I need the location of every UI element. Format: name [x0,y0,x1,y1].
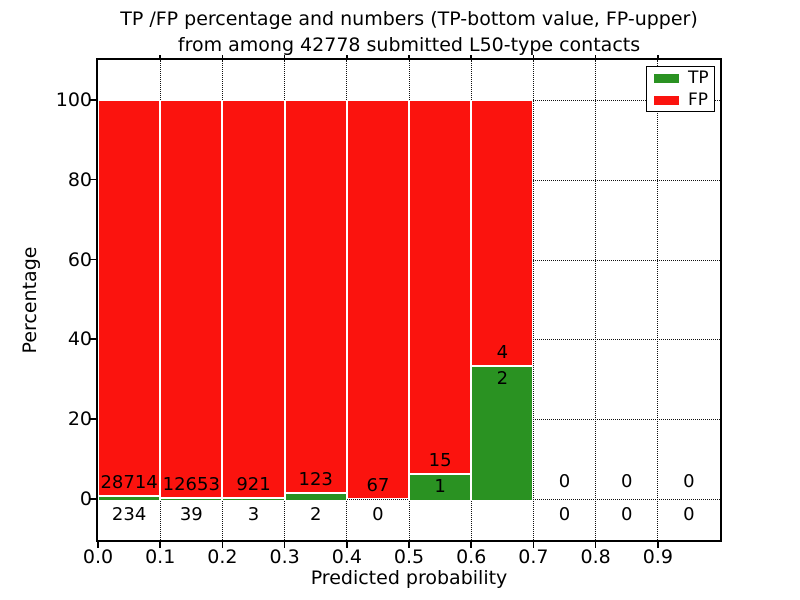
y-tick-label: 0 [79,488,92,510]
gridline-vertical [595,60,597,540]
bar-fp-segment [284,100,347,493]
x-tick-mark [470,540,472,548]
gridline-vertical [532,60,534,540]
x-axis-label: Predicted probability [310,567,508,589]
y-tick-mark [90,99,98,101]
fp-count-label: 0 [620,471,633,492]
y-tick-label: 40 [67,328,92,351]
tp-count-label: 0 [372,504,384,525]
legend-label-fp: FP [688,89,709,110]
x-tick-mark-top [408,55,410,60]
x-tick-label: 0.7 [518,546,549,568]
y-tick-mark [90,258,98,261]
bar-tp-segment [471,366,534,500]
bar-tp-segment [98,495,161,500]
x-tick-mark [97,540,99,548]
x-tick-mark [532,540,535,548]
fp-count-label: 67 [366,475,390,496]
x-tick-mark [346,540,348,548]
x-tick-label: 0.8 [580,546,611,568]
bar-fp-segment [409,100,472,475]
y-tick-mark [90,178,98,181]
x-tick-mark-top [470,55,472,60]
bar-fp-segment [346,100,409,499]
y-tick-label: 60 [67,248,92,271]
tp-count-label: 0 [683,504,695,525]
y-tick-mark [90,338,98,340]
bar-tp-segment [284,492,347,500]
y-tick-label: 80 [67,168,92,191]
x-tick-mark-top [221,55,224,60]
x-tick-mark-top [159,55,161,60]
tp-count-label: 1 [434,476,446,498]
legend-item-fp: FP [654,89,714,110]
tp-count-label: 3 [247,504,260,525]
fp-count-label: 15 [428,450,452,472]
chart-title-line2: from among 42778 submitted L50-type cont… [177,34,641,56]
bar-tp-segment [409,474,472,500]
bar-fp-segment [471,100,534,366]
fp-count-label: 0 [683,471,695,492]
y-tick-label: 100 [55,89,92,111]
x-tick-label: 0.4 [331,546,362,568]
fp-count-label: 4 [496,342,509,363]
bar-fp-segment [222,100,285,498]
tp-count-label: 2 [309,504,322,525]
chart-title-line1: TP /FP percentage and numbers (TP-bottom… [120,8,698,30]
plot-area: TP FP 28714 234 12653 39 921 3 123 2 67 0 15 1 4 2 0 0 0… [96,58,722,542]
x-tick-label: 0.2 [207,546,238,568]
x-tick-mark-top [283,55,286,60]
x-tick-mark-top [346,55,348,60]
chart-title: TP /FP percentage and numbers (TP-bottom… [98,6,720,58]
x-tick-mark [221,540,224,548]
x-tick-label: 0.9 [642,546,673,568]
y-tick-mark [90,418,98,420]
x-tick-mark-top [594,55,597,60]
x-tick-label: 0.0 [82,546,114,568]
tp-count-label: 39 [179,504,203,525]
tp-count-label: 2 [496,368,509,389]
bar-tp-segment [222,497,285,500]
fp-count-label: 12653 [162,473,220,495]
x-tick-mark [159,540,161,548]
x-tick-mark [594,540,597,548]
fp-count-label: 0 [558,471,571,492]
legend-label-tp: TP [688,67,709,88]
tp-count-label: 0 [558,504,571,525]
bar-fp-segment [98,100,161,496]
bar-fp-segment [160,100,223,498]
x-tick-mark-top [532,55,535,60]
y-tick-label: 20 [67,408,92,431]
bar-tp-segment [160,497,223,500]
legend: TP FP [646,66,715,112]
fp-swatch [654,95,679,105]
x-tick-mark-top [657,55,659,60]
x-tick-label: 0.1 [145,546,176,568]
x-tick-mark [408,540,410,548]
legend-item-tp: TP [654,67,714,88]
fp-count-label: 28714 [100,471,158,493]
x-tick-mark [283,540,286,548]
x-tick-label: 0.6 [456,546,487,568]
gridline-vertical [657,60,659,540]
x-tick-mark [657,540,659,548]
fp-count-label: 921 [236,473,271,495]
tp-swatch [654,73,679,83]
y-tick-mark [90,498,98,500]
tp-count-label: 0 [620,504,633,525]
fp-count-label: 123 [298,468,333,490]
x-tick-label: 0.5 [393,546,425,568]
tp-count-label: 234 [111,504,147,525]
x-tick-label: 0.3 [269,546,300,568]
